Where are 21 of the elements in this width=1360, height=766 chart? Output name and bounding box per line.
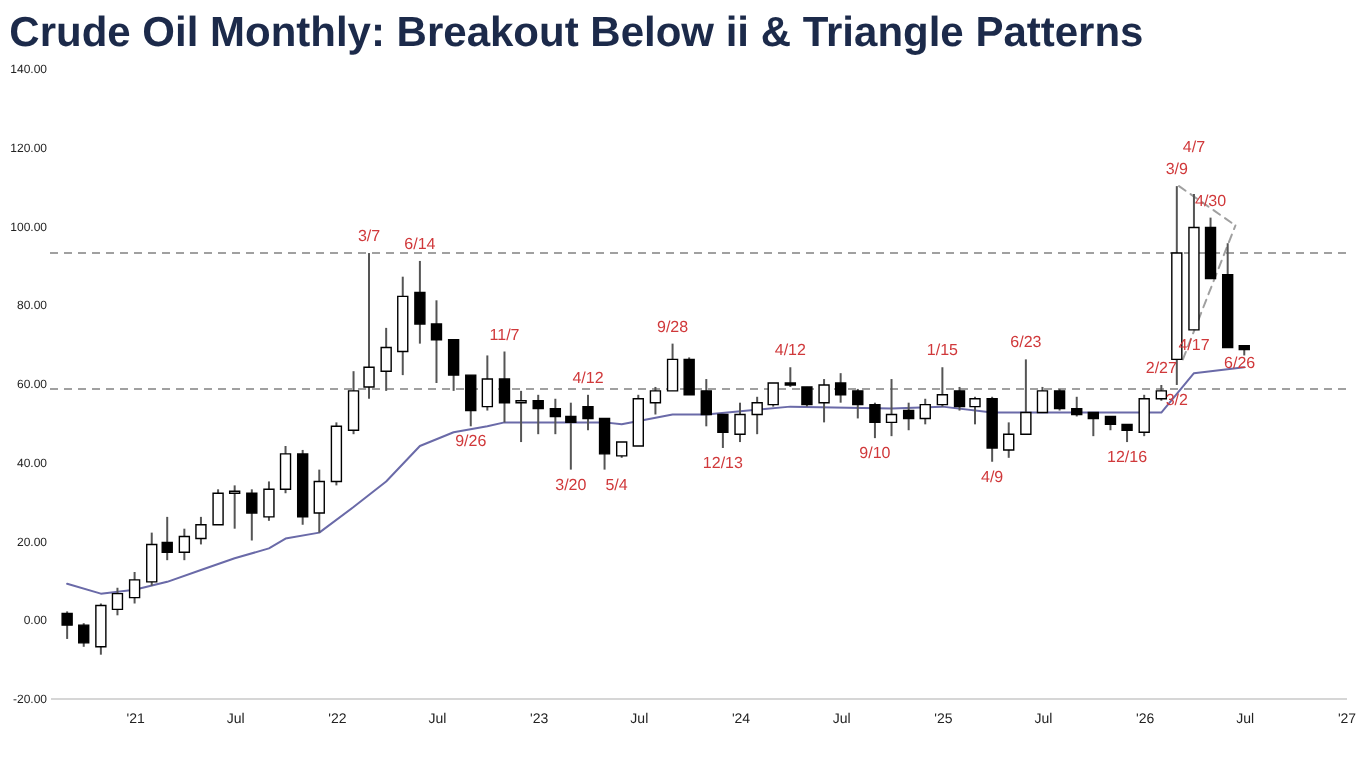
annotation: 5/4 bbox=[605, 475, 629, 494]
annotation: 1/15 bbox=[926, 341, 960, 360]
annotation: 9/10 bbox=[859, 444, 892, 463]
annotation: 6/26 bbox=[1224, 353, 1257, 372]
annotation: 4/30 bbox=[1194, 191, 1228, 210]
annotation: 6/14 bbox=[404, 234, 437, 253]
annotation: 4/9 bbox=[981, 467, 1005, 486]
annotation: 3/7 bbox=[357, 227, 382, 246]
annotation: 12/16 bbox=[1107, 448, 1149, 467]
annotation: 12/13 bbox=[702, 453, 744, 472]
annotation: 3/20 bbox=[555, 475, 588, 494]
chart-title: Crude Oil Monthly: Breakout Below ii & Triangle Patterns bbox=[9, 10, 1144, 56]
annotation: 3/9 bbox=[1165, 160, 1190, 179]
annotation: 6/23 bbox=[1010, 333, 1043, 352]
annotation: 4/12 bbox=[572, 368, 605, 387]
annotation: 4/12 bbox=[774, 341, 807, 360]
annotation: 9/26 bbox=[455, 432, 488, 451]
annotation: 4/7 bbox=[1182, 138, 1207, 156]
annotation: 9/28 bbox=[656, 317, 690, 336]
annotation: 2/27 bbox=[1145, 358, 1178, 377]
annotation: 11/7 bbox=[489, 325, 521, 344]
